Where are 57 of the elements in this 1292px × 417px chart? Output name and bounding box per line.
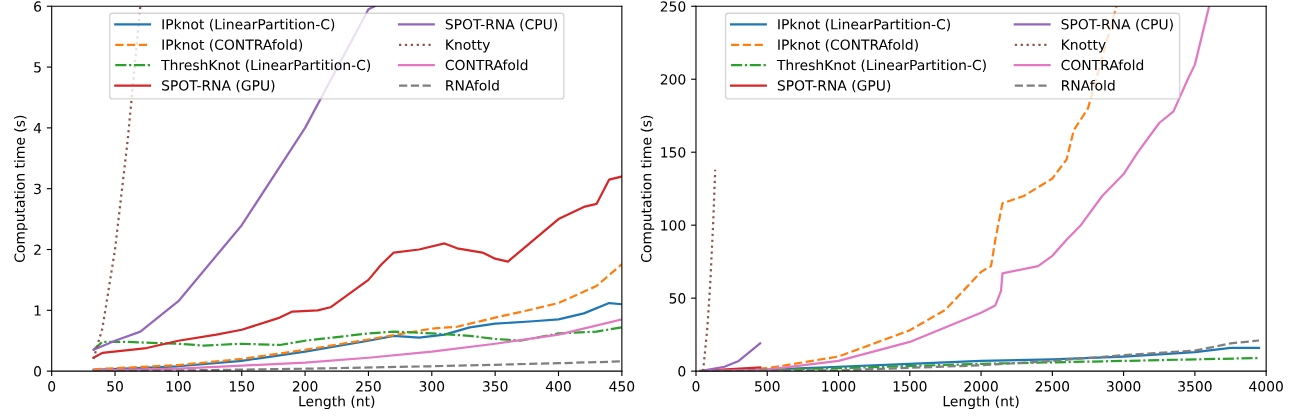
x-tick-label: 4000 <box>1249 381 1283 392</box>
x-tick-label: 0 <box>48 381 56 392</box>
x-tick-label: 1500 <box>893 381 927 392</box>
x-tick-label: 450 <box>609 381 635 392</box>
x-tick-label: 150 <box>230 381 255 392</box>
y-tick-label: 50 <box>669 293 686 304</box>
y-tick-label: 1 <box>34 305 41 316</box>
x-tick-label: 50 <box>107 381 123 392</box>
line-series <box>92 326 622 351</box>
x-tick-label: 100 <box>166 381 191 392</box>
y-tick-label: 150 <box>661 147 686 158</box>
x-tick-label: 300 <box>419 381 445 392</box>
y-tick-label: 5 <box>34 62 41 73</box>
line-series <box>702 168 717 372</box>
legend-label: IPknot (LinearPartition-C) <box>778 18 950 32</box>
legend-label: Knotty <box>446 39 490 53</box>
x-tick-label: 1000 <box>822 381 856 392</box>
x-tick-label: 250 <box>356 381 381 392</box>
x-tick-label: 3000 <box>1107 381 1141 392</box>
legend-label: RNAfold <box>1062 79 1115 91</box>
legend-label: IPknot (CONTRAfold) <box>162 39 303 52</box>
x-tick-label: 2000 <box>964 381 998 392</box>
legend-label: ThreshKnot (LinearPartition-C) <box>776 59 986 72</box>
y-tick-label: 100 <box>661 220 686 231</box>
y-axis-title: Computation time (s) <box>14 115 28 263</box>
x-axis-title: Length (nt) <box>299 395 375 410</box>
legend-label: Knotty <box>1062 39 1106 53</box>
y-tick-label: 4 <box>33 123 42 134</box>
legend-label: ThreshKnot (LinearPartition-C) <box>161 59 371 72</box>
y-tick-label: 200 <box>660 74 686 85</box>
x-tick-label: 200 <box>292 381 318 392</box>
y-tick-label: 2 <box>34 244 41 255</box>
line-series <box>92 175 622 359</box>
legend-label: SPOT-RNA (GPU) <box>777 79 891 93</box>
x-tick-label: 0 <box>692 381 700 392</box>
line-series <box>92 318 622 372</box>
legend-label: CONTRAfold <box>1061 59 1144 71</box>
legend-label: SPOT-RNA (CPU) <box>445 18 558 32</box>
legend-label: IPknot (LinearPartition-C) <box>162 18 335 32</box>
x-axis-title: Length (nt) <box>943 395 1019 410</box>
legend-label: SPOT-RNA (CPU) <box>1061 18 1173 32</box>
y-tick-label: 6 <box>34 1 42 12</box>
x-tick-label: 400 <box>545 381 571 392</box>
x-tick-label: 3500 <box>1178 381 1212 392</box>
legend-label: RNAfold <box>446 79 499 91</box>
y-tick-label: 0 <box>34 366 42 377</box>
y-tick-label: 3 <box>34 183 41 195</box>
legend-label: IPknot (CONTRAfold) <box>778 39 918 52</box>
legend-label: SPOT-RNA (GPU) <box>162 79 275 93</box>
x-tick-label: 500 <box>755 381 780 392</box>
legend-label: CONTRAfold <box>445 59 528 71</box>
y-tick-label: 250 <box>660 1 686 12</box>
y-axis-title: Computation time (s) <box>640 115 655 263</box>
x-tick-label: 350 <box>482 381 508 392</box>
y-tick-label: 0 <box>678 366 686 377</box>
x-tick-label: 2500 <box>1035 381 1070 392</box>
line-series <box>92 262 622 371</box>
